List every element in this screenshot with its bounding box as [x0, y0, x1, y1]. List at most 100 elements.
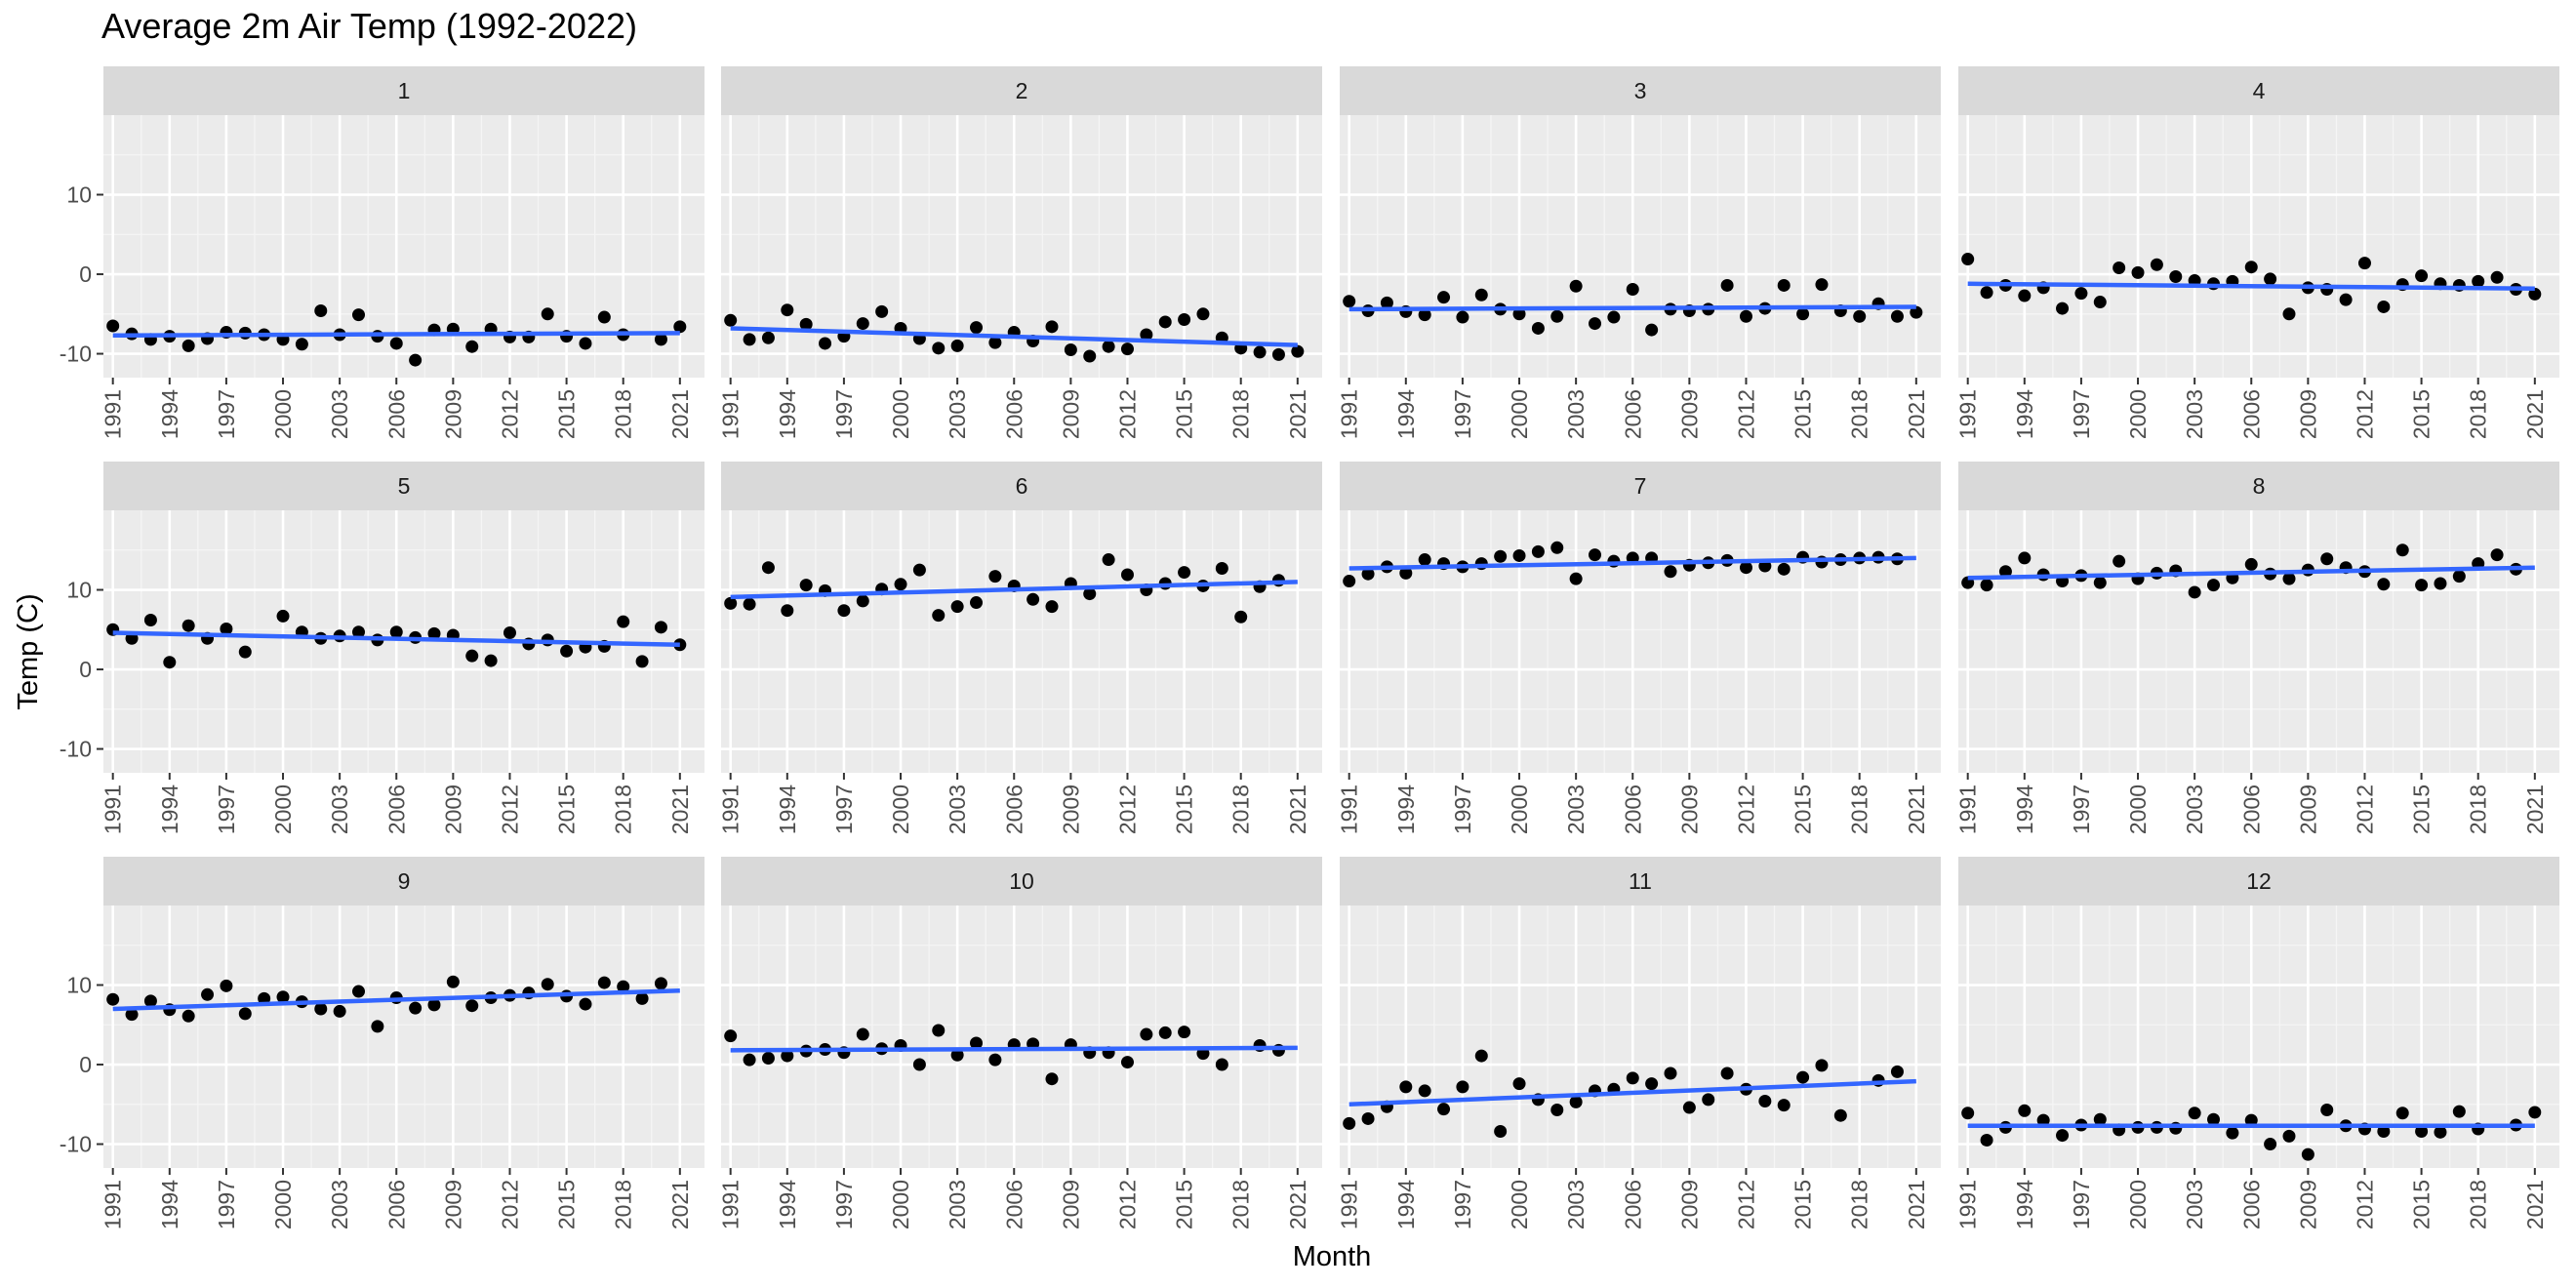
data-point [1815, 1059, 1829, 1072]
x-tick-label: 1991 [101, 1180, 126, 1229]
data-point [181, 619, 195, 632]
x-tick-label: 2000 [270, 1180, 296, 1229]
x-tick-label: 2009 [440, 1180, 465, 1229]
data-point [541, 307, 554, 321]
data-point [238, 1007, 252, 1021]
data-point [2490, 270, 2504, 284]
facet-panel-3: 3 1991 1994 1997 2000 2003 2006 2009 2012 2015 201… [1337, 66, 1941, 439]
trend-line [112, 331, 680, 339]
data-point [579, 337, 592, 350]
x-tick-label: 2018 [1847, 785, 1872, 834]
data-point [1531, 544, 1545, 558]
panel-background [721, 906, 1322, 1168]
x-tick-label: 1997 [214, 785, 239, 834]
trend-line [1348, 555, 1916, 571]
x-tick-label: 2018 [1228, 1180, 1254, 1229]
data-point [1796, 307, 1810, 321]
data-point [2188, 585, 2201, 599]
data-point [950, 339, 964, 352]
data-point [352, 625, 366, 639]
data-point [1343, 1116, 1356, 1130]
data-point [912, 1058, 926, 1071]
data-point [988, 1053, 1002, 1067]
data-point [970, 1036, 984, 1050]
data-point [597, 310, 611, 324]
data-point [1569, 1095, 1583, 1108]
data-point [950, 1048, 964, 1062]
data-point [2018, 551, 2032, 565]
data-point [1796, 1070, 1810, 1084]
data-point [1196, 307, 1210, 321]
data-point [2282, 1129, 2296, 1143]
data-point [1853, 309, 1867, 323]
data-point [1045, 600, 1059, 614]
data-point [1664, 565, 1677, 579]
x-tick-label: 2009 [1058, 1180, 1083, 1229]
data-point [761, 561, 775, 575]
data-point [2150, 258, 2163, 271]
data-point [446, 975, 460, 988]
facet-panel-4: 4 1991 1994 1997 2000 2003 2006 2009 2012 2015 201… [1955, 66, 2559, 439]
y-tick-label: 10 [66, 973, 92, 998]
trend-line [1967, 281, 2535, 291]
data-point [970, 321, 984, 335]
data-point [352, 985, 366, 998]
data-point [1437, 1103, 1451, 1116]
facet-panel-2: 2 1991 1994 1997 2000 2003 2006 2009 2012 2015 201… [718, 66, 1322, 439]
data-point [1569, 572, 1583, 585]
x-tick-label: 1994 [2012, 1180, 2037, 1229]
facet-strip-label: 8 [2253, 473, 2266, 499]
data-point [1550, 1103, 1564, 1116]
x-tick-label: 2021 [1285, 389, 1310, 439]
data-point [1437, 291, 1451, 304]
data-point [465, 999, 479, 1013]
x-tick-label: 1997 [831, 1180, 857, 1229]
x-tick-label: 2012 [1114, 785, 1140, 834]
x-tick-label: 2012 [1114, 1180, 1140, 1229]
data-point [1102, 553, 1115, 567]
x-tick-label: 2021 [667, 1180, 693, 1229]
x-tick-label: 2018 [2466, 1180, 2491, 1229]
x-axis-title: Month [1293, 1241, 1372, 1272]
data-point [427, 998, 441, 1012]
data-point [743, 333, 756, 346]
data-point [654, 333, 667, 346]
data-point [2056, 302, 2070, 315]
data-point [2339, 293, 2353, 306]
data-point [541, 978, 554, 991]
x-tick-label: 2015 [2409, 389, 2435, 439]
x-tick-label: 2003 [327, 785, 352, 834]
x-tick-label: 2018 [2466, 785, 2491, 834]
data-point [2207, 579, 2221, 592]
data-point [799, 579, 813, 592]
x-tick-label: 2012 [1733, 1180, 1758, 1229]
data-point [314, 1002, 328, 1016]
data-point [1456, 1080, 1469, 1094]
x-tick-label: 1997 [831, 389, 857, 439]
data-point [617, 980, 630, 993]
x-tick-label: 2006 [383, 1180, 409, 1229]
facet-strip-label: 6 [1016, 473, 1028, 499]
data-point [1158, 1026, 1172, 1039]
data-point [2415, 269, 2429, 283]
data-point [1890, 309, 1904, 323]
data-point [781, 1049, 794, 1063]
y-tick-label: 10 [66, 578, 92, 603]
x-tick-label: 2012 [2352, 389, 2377, 439]
panel-background [103, 906, 704, 1168]
data-point [465, 340, 479, 353]
data-point [1815, 278, 1829, 292]
data-point [295, 338, 308, 351]
facet-strip [721, 857, 1322, 906]
data-point [2415, 1125, 2429, 1139]
data-point [1626, 283, 1639, 297]
x-tick-label: 2000 [888, 785, 913, 834]
x-tick-label: 2003 [327, 1180, 352, 1229]
trend-line [1348, 1078, 1916, 1107]
x-tick-label: 2009 [1676, 785, 1702, 834]
trend-line [730, 1045, 1298, 1053]
x-tick-label: 1994 [2012, 389, 2037, 439]
facet-strip [103, 462, 704, 510]
data-point [1980, 286, 1993, 300]
